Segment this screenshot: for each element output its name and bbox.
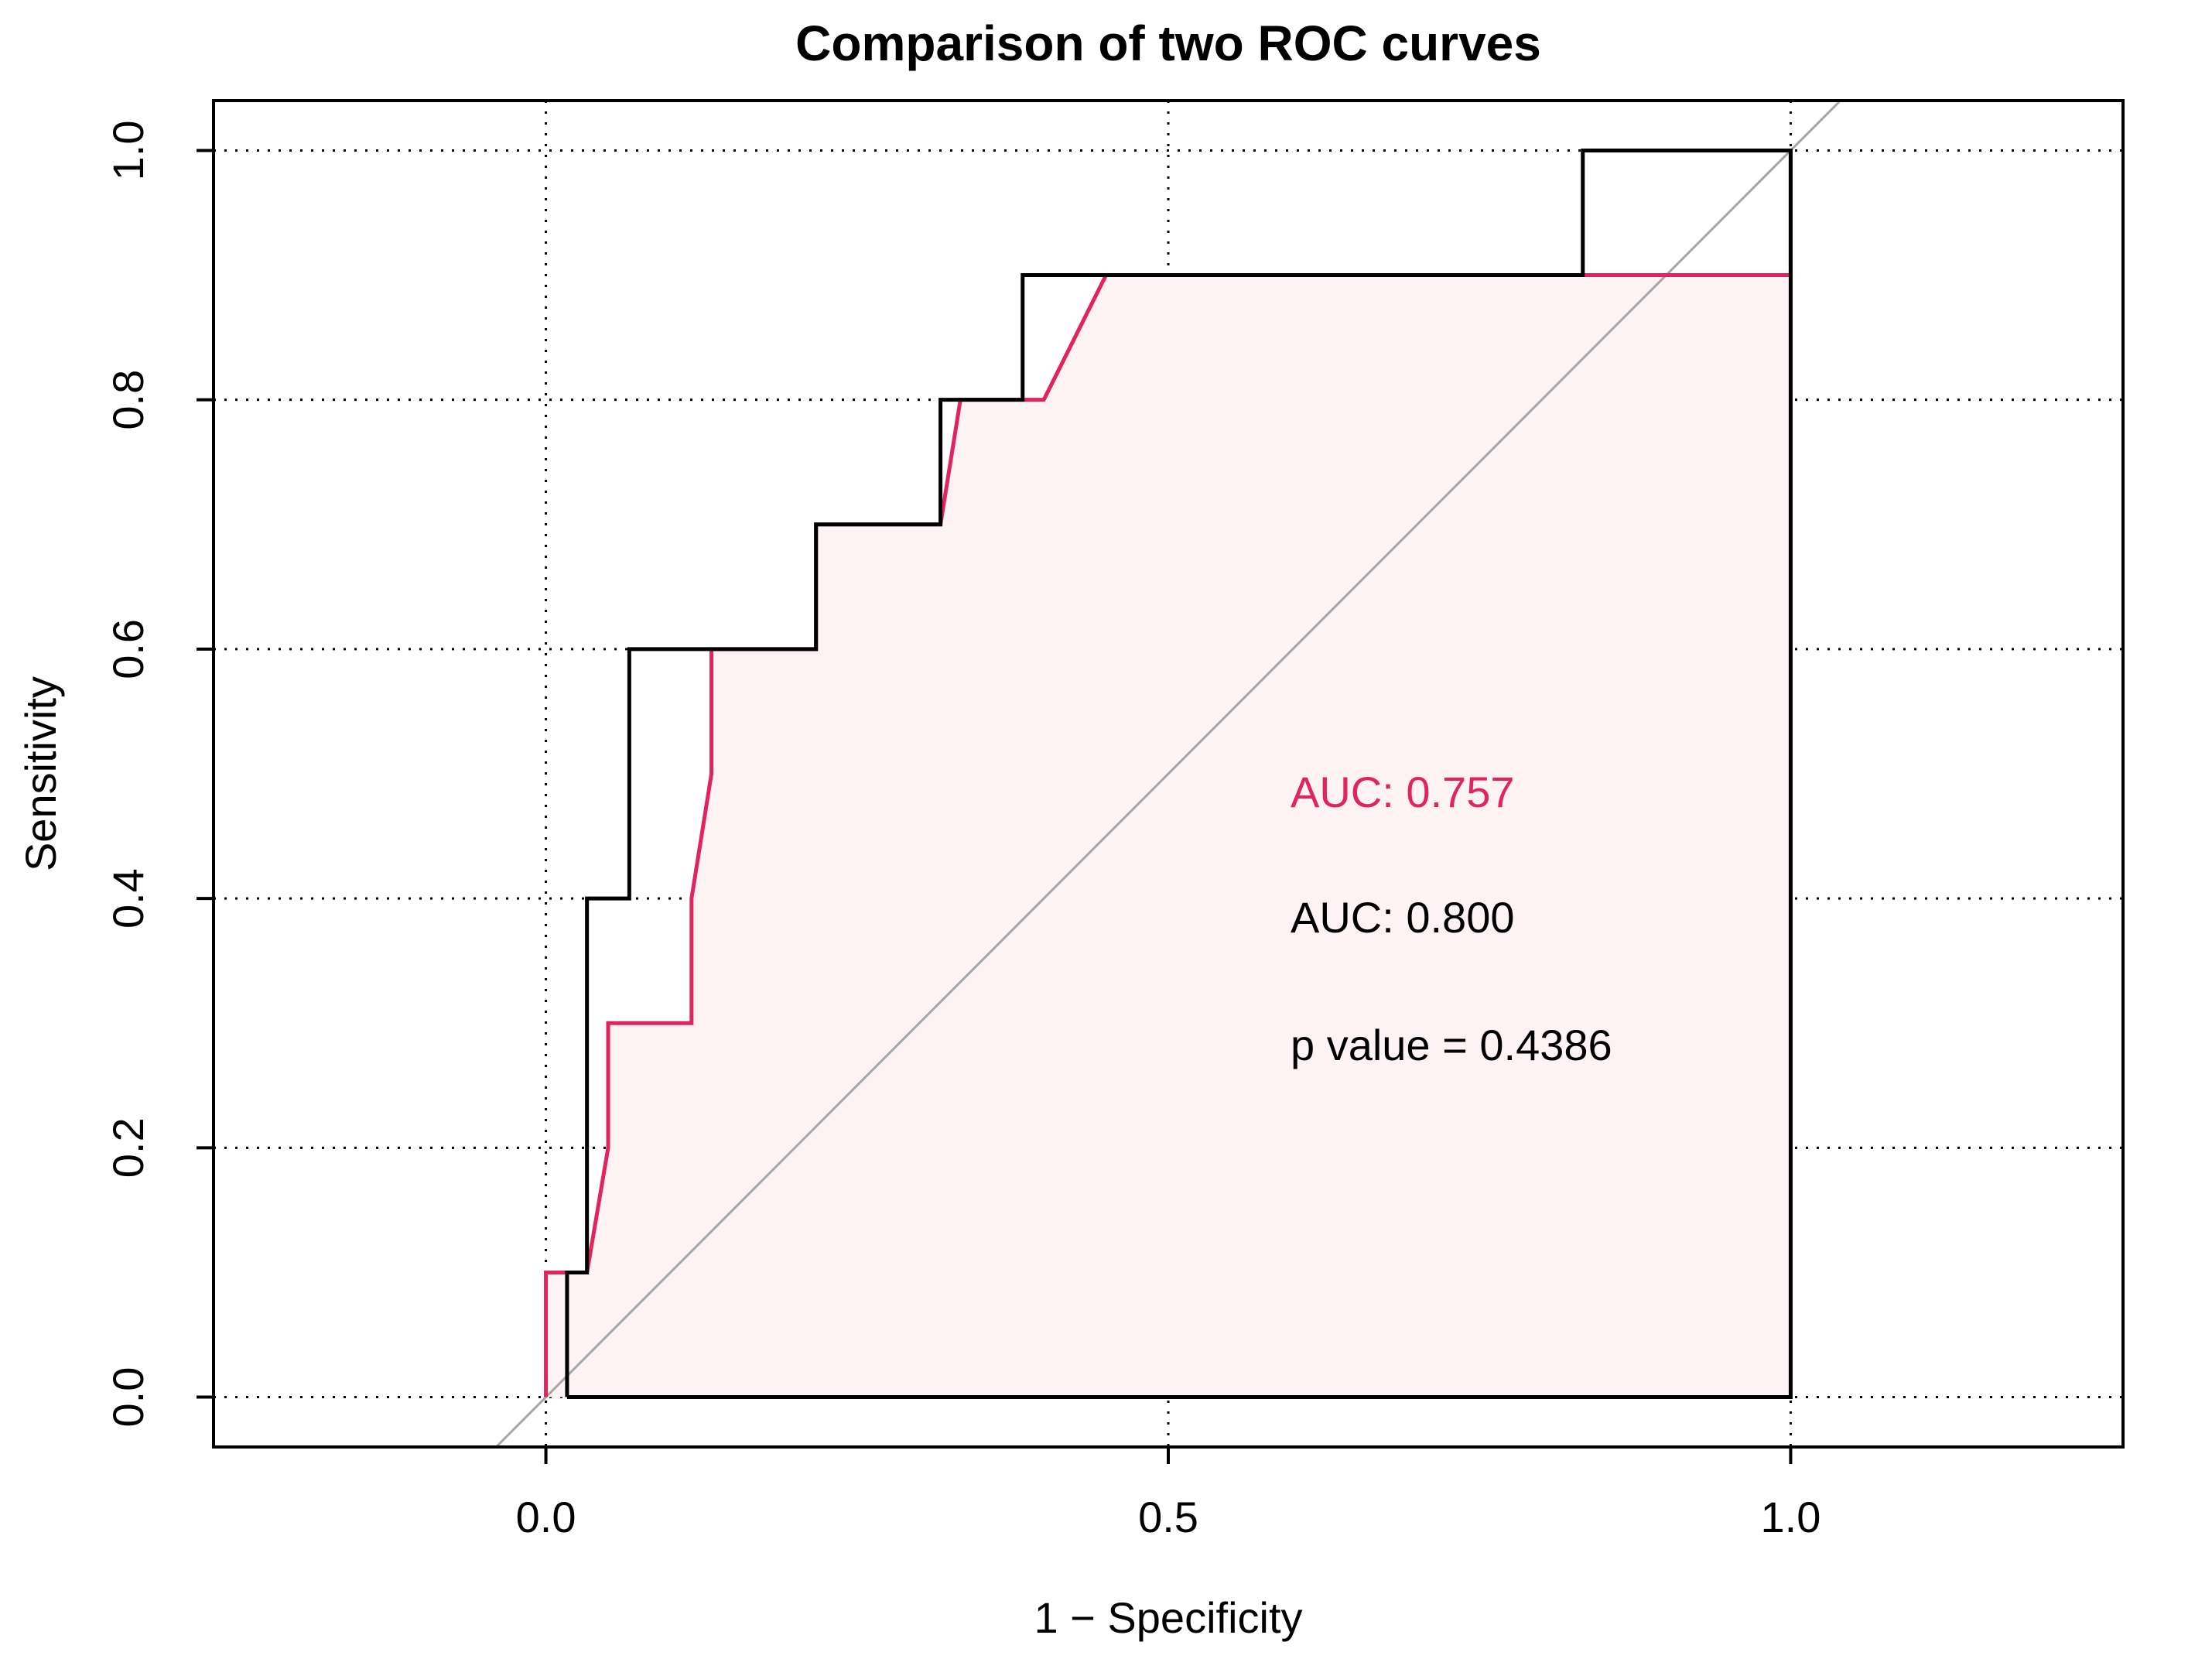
x-tick-label-2: 1.0 <box>1761 1493 1821 1541</box>
roc-curve-black <box>565 148 1793 1400</box>
y-axis-ticks: 0.0 0.2 0.4 0.6 0.8 1.0 <box>104 121 214 1428</box>
auc-annotation-black: AUC: 0.800 <box>1291 893 1515 942</box>
x-tick-label-1: 0.5 <box>1138 1493 1198 1541</box>
y-tick-label-2: 0.4 <box>104 868 152 929</box>
auc-annotation-red: AUC: 0.757 <box>1291 768 1515 816</box>
reference-line-layer <box>495 99 1841 1449</box>
x-axis-label: 1 − Specificity <box>1034 1593 1302 1642</box>
chart-title: Comparison of two ROC curves <box>795 15 1541 71</box>
y-tick-label-0: 0.0 <box>104 1367 152 1428</box>
y-axis-label: Sensitivity <box>16 676 65 871</box>
y-tick-label-1: 0.2 <box>104 1117 152 1178</box>
reference-diagonal <box>495 99 1841 1449</box>
y-tick-label-4: 0.8 <box>104 370 152 430</box>
x-tick-label-0: 0.0 <box>516 1493 576 1541</box>
x-axis-ticks: 0.0 0.5 1.0 <box>516 1447 1821 1541</box>
y-tick-label-3: 0.6 <box>104 619 152 679</box>
p-value-annotation: p value = 0.4386 <box>1291 1021 1612 1069</box>
y-tick-label-5: 1.0 <box>104 121 152 181</box>
series-layer <box>544 148 1793 1400</box>
